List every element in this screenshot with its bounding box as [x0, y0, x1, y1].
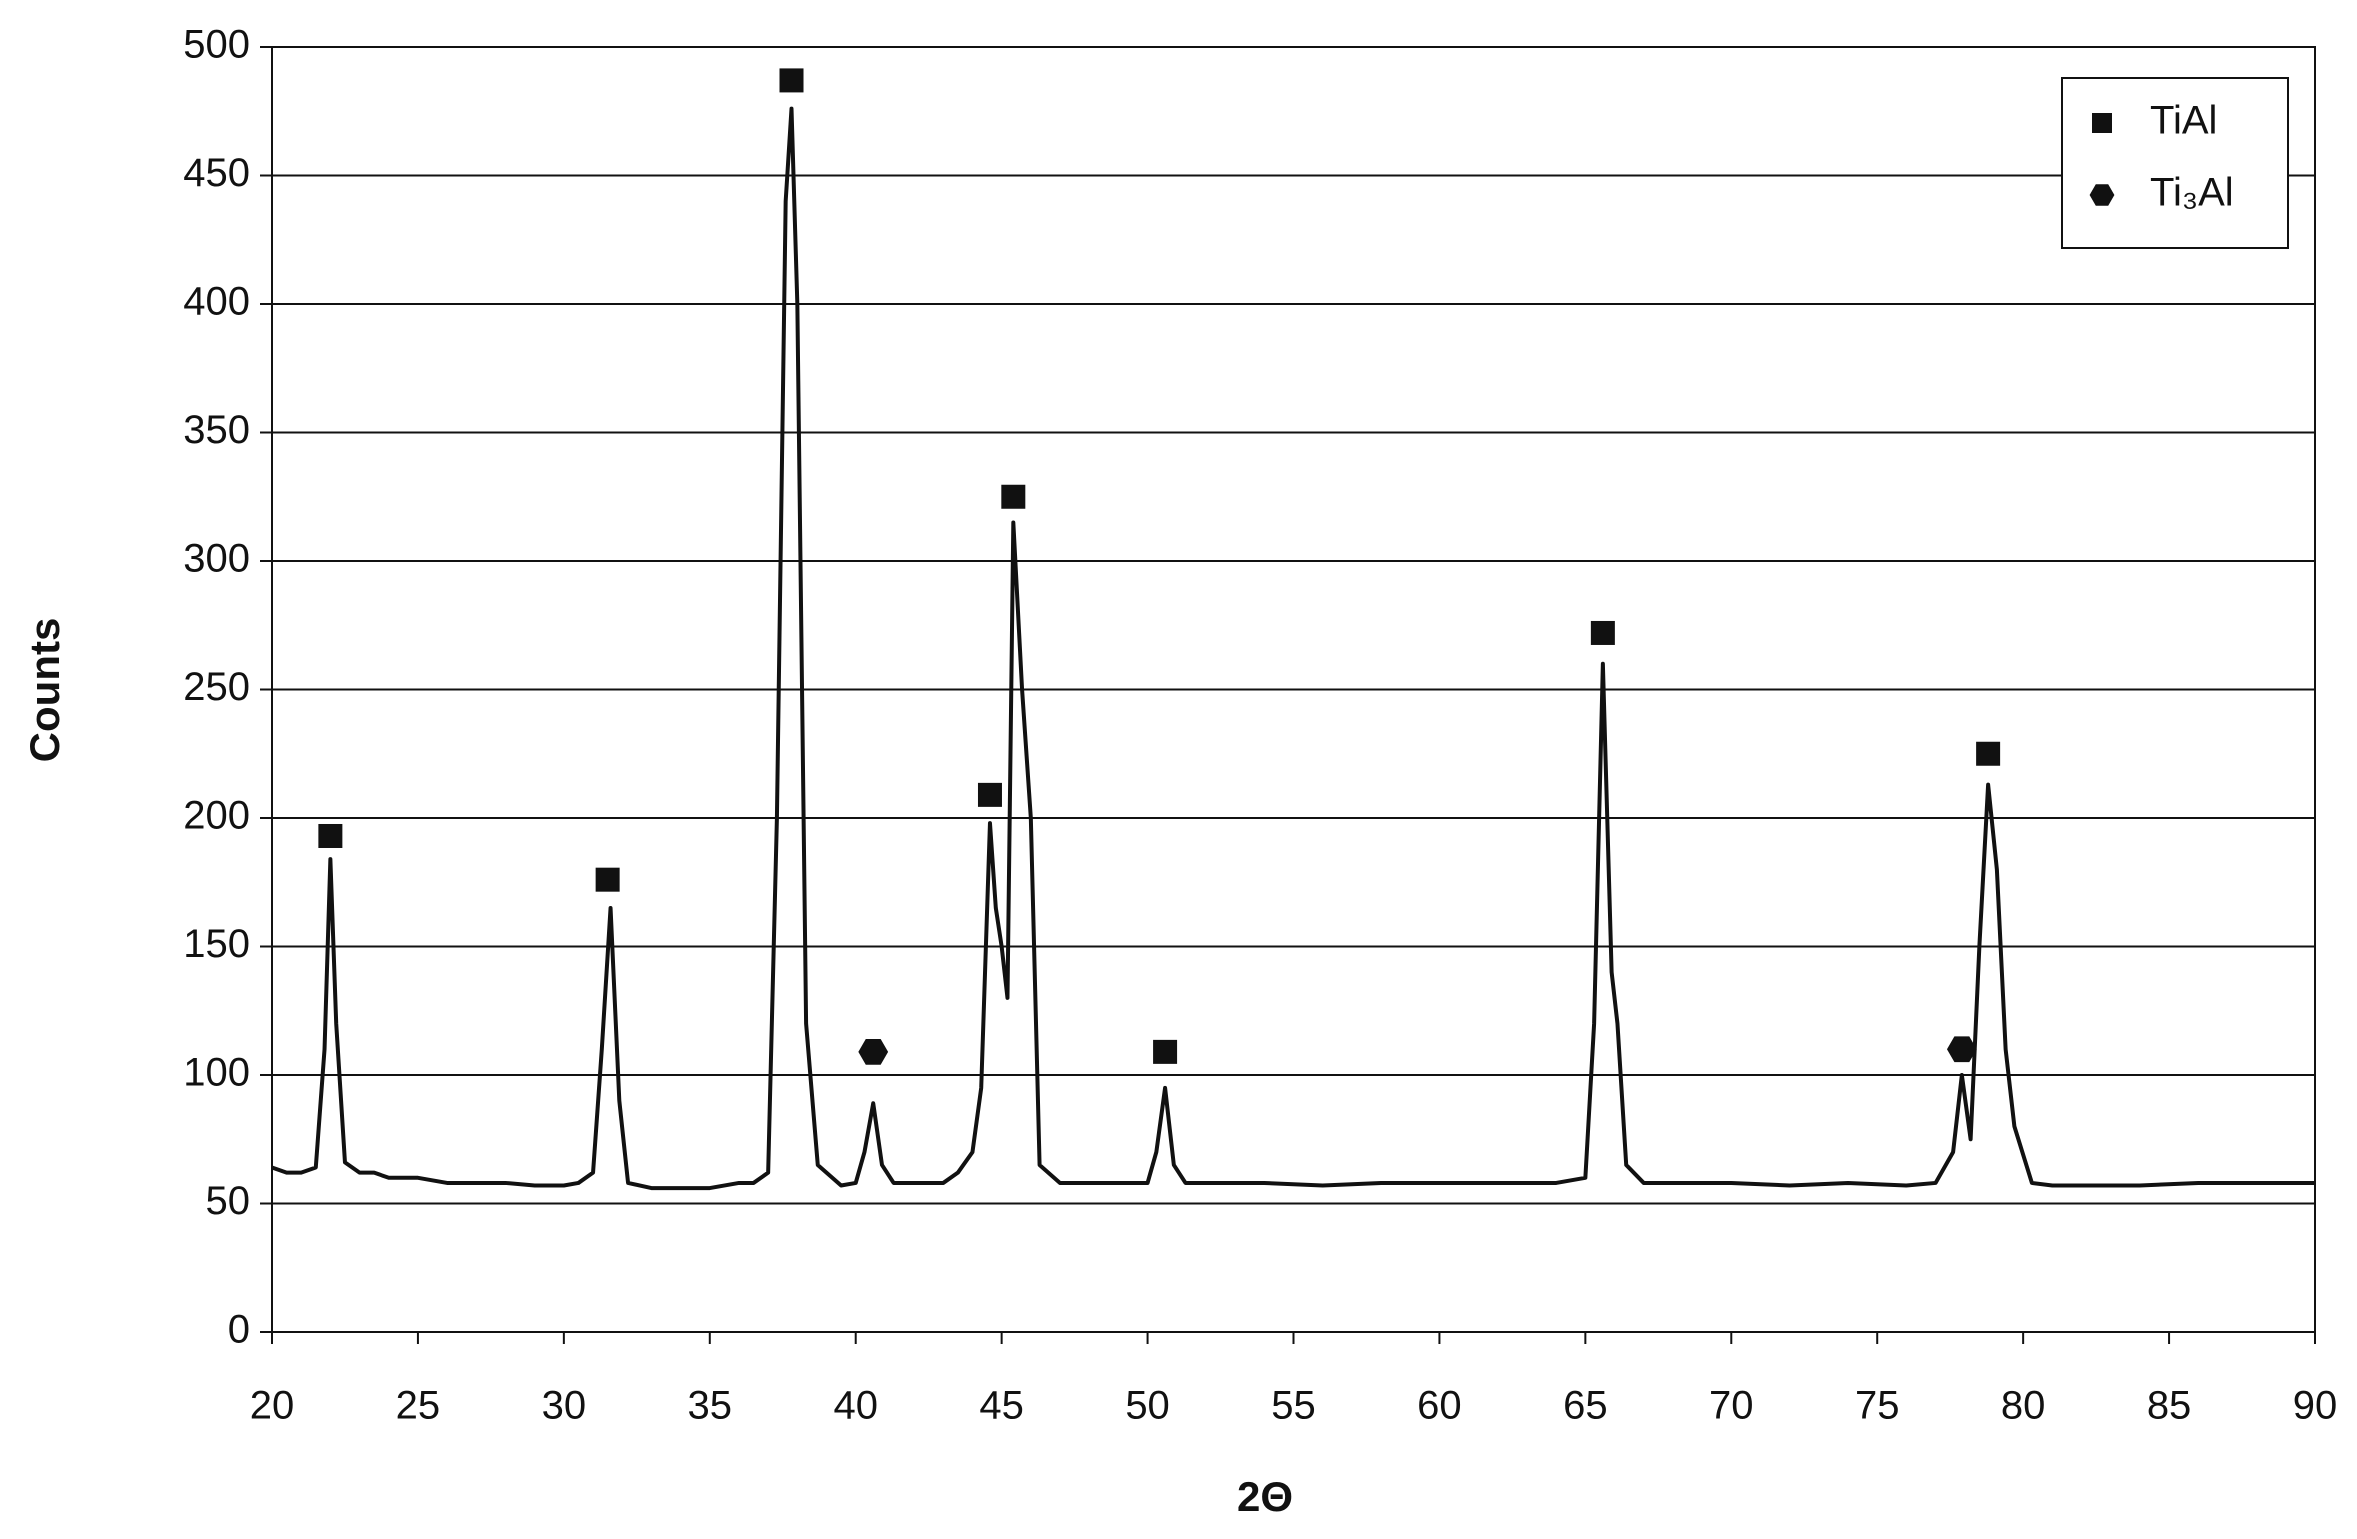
y-tick-label: 350 [183, 408, 250, 452]
x-tick-label: 65 [1563, 1384, 1608, 1428]
x-tick-label: 75 [1855, 1384, 1900, 1428]
x-tick-label: 70 [1709, 1384, 1754, 1428]
x-tick-label: 85 [2147, 1384, 2192, 1428]
marker [858, 1038, 889, 1065]
x-tick-label: 55 [1271, 1384, 1316, 1428]
y-tick-label: 50 [206, 1179, 251, 1223]
x-tick-label: 80 [2001, 1384, 2046, 1428]
marker [1590, 620, 1615, 645]
x-tick-label: 50 [1125, 1384, 1170, 1428]
y-tick-label: 450 [183, 151, 250, 195]
marker [779, 68, 804, 93]
y-axis-title: Counts [21, 618, 68, 763]
data-line [271, 106, 2315, 1191]
y-tick-label: 400 [183, 280, 250, 324]
legend-box [2061, 77, 2289, 249]
y-tick-label: 500 [183, 23, 250, 67]
y-tick-label: 100 [183, 1051, 250, 1095]
marker [977, 782, 1002, 807]
legend-marker [2092, 113, 2112, 133]
marker [1946, 1036, 1977, 1063]
plot-frame [271, 46, 2316, 1333]
x-axis-title: 2Θ [1237, 1473, 1293, 1520]
marker [318, 823, 343, 848]
y-tick-label: 150 [183, 922, 250, 966]
x-tick-label: 35 [688, 1384, 733, 1428]
marker [1153, 1039, 1178, 1064]
x-tick-label: 40 [833, 1384, 878, 1428]
y-tick-label: 250 [183, 665, 250, 709]
x-tick-label: 25 [396, 1384, 441, 1428]
y-tick-label: 0 [228, 1308, 250, 1352]
marker [1001, 484, 1026, 509]
x-tick-label: 45 [979, 1384, 1024, 1428]
y-tick-label: 200 [183, 794, 250, 838]
legend-label: TiAl [2150, 99, 2217, 143]
marker [1976, 741, 2001, 766]
x-tick-label: 90 [2293, 1384, 2338, 1428]
y-tick-label: 300 [183, 537, 250, 581]
x-tick-label: 60 [1417, 1384, 1462, 1428]
x-tick-label: 30 [542, 1384, 587, 1428]
marker [595, 867, 620, 892]
legend-label: Ti₃Al [2150, 171, 2234, 215]
legend-marker [2089, 184, 2115, 206]
x-tick-label: 20 [250, 1384, 295, 1428]
